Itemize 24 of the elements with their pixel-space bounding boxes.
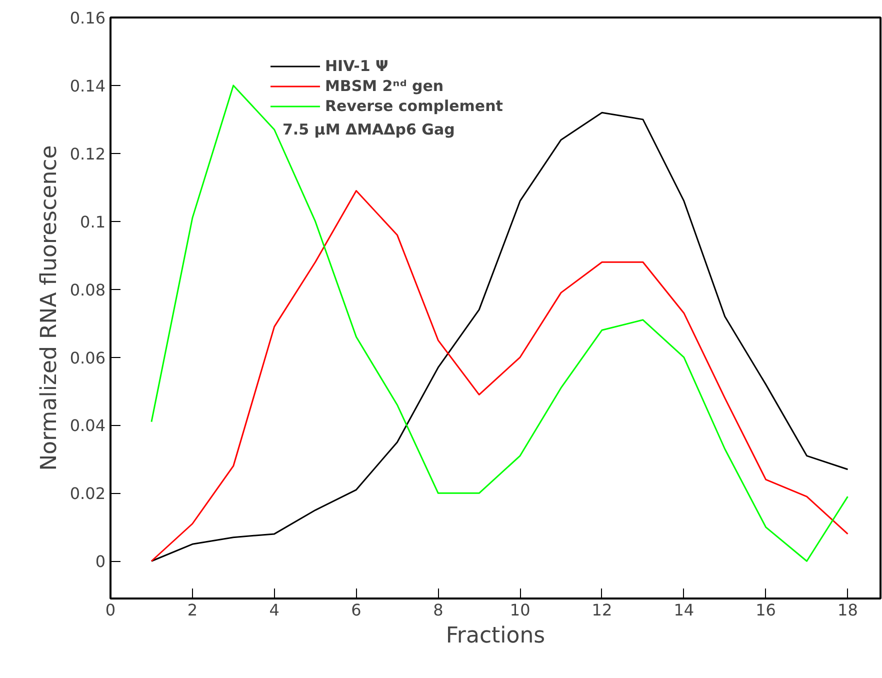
y-tick-label: 0.04 [70, 416, 106, 436]
x-tick-label: 16 [756, 600, 776, 620]
y-tick-label: 0 [95, 552, 106, 572]
y-tick-label: 0.14 [70, 76, 106, 96]
y-tick-label: 0.1 [80, 212, 106, 232]
y-tick-label: 0.12 [70, 144, 106, 164]
y-tick-label: 0.06 [70, 348, 106, 368]
y-axis-title: Normalized RNA fluorescence [36, 145, 62, 471]
y-tick-label: 0.02 [70, 484, 106, 504]
x-tick-label: 18 [838, 600, 858, 620]
y-tick-label: 0.16 [70, 8, 106, 28]
x-tick-label: 10 [510, 600, 530, 620]
legend-label: HIV-1 Ψ [325, 57, 388, 75]
x-tick-label: 8 [433, 600, 444, 620]
x-tick-label: 12 [592, 600, 612, 620]
y-tick-label: 0.08 [70, 280, 106, 300]
legend-label: MBSM 2ⁿᵈ gen [325, 77, 444, 95]
x-tick-label: 2 [187, 600, 198, 620]
x-tick-label: 6 [351, 600, 362, 620]
x-tick-label: 4 [269, 600, 280, 620]
x-axis-title: Fractions [446, 624, 546, 648]
legend-label: Reverse complement [325, 97, 503, 115]
annotation: 7.5 µM ΔMAΔp6 Gag [282, 120, 455, 138]
x-tick-label: 14 [674, 600, 694, 620]
